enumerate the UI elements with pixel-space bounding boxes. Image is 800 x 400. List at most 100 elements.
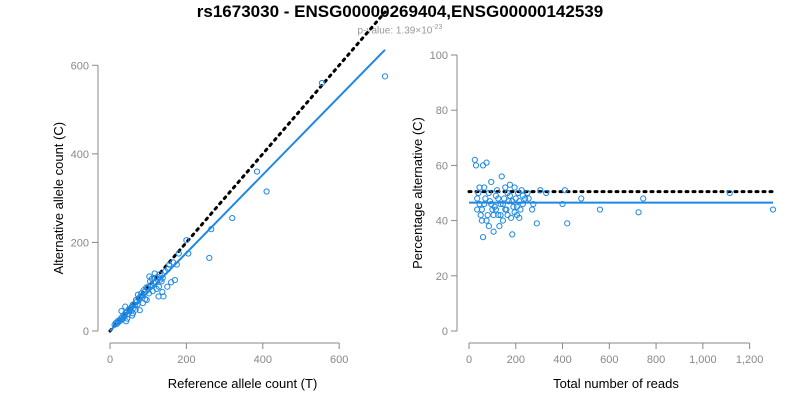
data-point: [474, 206, 481, 213]
data-point: [183, 237, 190, 244]
x-tick-label: 0: [466, 354, 472, 366]
data-point: [726, 189, 733, 197]
data-point: [145, 283, 152, 290]
y-tick-label: 600: [71, 60, 89, 72]
data-point: [151, 274, 159, 281]
data-point: [488, 200, 495, 208]
y-tick-label: 200: [71, 237, 89, 249]
y-tick-label: 100: [430, 50, 448, 62]
data-point: [492, 206, 499, 213]
pvalue-exponent: -23: [432, 24, 443, 31]
data-point: [155, 293, 162, 300]
data-point: [769, 206, 777, 213]
x-tick-label: 400: [254, 354, 272, 366]
data-point: [509, 231, 516, 238]
data-point: [475, 189, 482, 197]
data-point: [159, 288, 166, 296]
y-tick-label: 60: [436, 160, 448, 172]
x-tick-label: 400: [553, 354, 571, 366]
data-point: [146, 273, 153, 280]
data-point: [499, 217, 507, 224]
data-point: [490, 211, 497, 219]
data-point: [143, 296, 150, 304]
data-point: [155, 283, 162, 290]
data-point: [263, 188, 270, 195]
data-point: [476, 200, 483, 208]
data-point: [530, 200, 537, 208]
data-point: [507, 214, 515, 221]
data-point: [482, 195, 489, 202]
data-point: [537, 187, 544, 194]
data-point: [504, 211, 511, 219]
data-point: [120, 314, 127, 321]
data-point: [171, 276, 179, 284]
data-point: [499, 200, 507, 208]
y-tick-label: 80: [436, 105, 448, 117]
data-point: [510, 203, 517, 210]
data-point: [509, 198, 516, 205]
data-point: [511, 209, 518, 216]
data-point: [498, 173, 505, 180]
data-point: [561, 187, 568, 194]
reference-line: [108, 10, 387, 333]
y-tick-label: 20: [436, 271, 448, 283]
data-point: [477, 211, 484, 219]
data-point: [479, 162, 487, 169]
data-point: [139, 300, 146, 307]
data-point: [493, 187, 501, 194]
data-point: [564, 220, 571, 227]
data-point: [318, 79, 326, 87]
chart-1: 0 200 400 600 0 200 400 600 Reference allele cou…: [51, 10, 389, 391]
data-point: [578, 195, 585, 202]
data-point: [481, 184, 488, 191]
x-axis-title: Reference allele count (T): [168, 376, 318, 391]
data-point: [486, 198, 494, 205]
data-point: [518, 187, 525, 194]
data-point: [485, 223, 492, 230]
data-point: [483, 217, 490, 224]
data-point: [478, 206, 485, 213]
data-point: [129, 310, 137, 317]
x-axis-title: Total number of reads: [553, 376, 679, 391]
data-point: [640, 195, 647, 202]
data-point: [483, 159, 490, 166]
data-point: [533, 220, 540, 227]
data-point: [134, 291, 141, 298]
data-point: [490, 228, 497, 235]
data-point: [516, 214, 523, 221]
data-point: [136, 307, 143, 314]
data-point: [517, 206, 524, 213]
data-point: [253, 168, 261, 175]
y-axis-title: Percentage alternative (C): [410, 117, 425, 269]
x-tick-label: 200: [177, 354, 195, 366]
data-point: [122, 303, 129, 310]
y-tick-label: 40: [436, 216, 448, 228]
data-point: [529, 206, 536, 213]
data-point: [164, 283, 171, 290]
x-tick-label: 0: [107, 354, 113, 366]
y-tick-label: 0: [83, 326, 89, 338]
data-point: [559, 200, 566, 208]
data-point: [497, 211, 504, 219]
data-point: [206, 254, 213, 262]
data-point: [506, 181, 514, 188]
y-axis-title: Alternative allele count (C): [51, 122, 66, 274]
chart-title: rs1673030 - ENSG00000269404,ENSG00000142…: [196, 2, 604, 21]
data-point: [519, 192, 526, 199]
data-point: [519, 200, 526, 208]
data-point: [496, 223, 503, 230]
x-tick-label: 200: [507, 354, 525, 366]
data-point: [485, 189, 492, 197]
data-point: [495, 211, 502, 219]
data-point: [478, 217, 485, 224]
data-point: [506, 192, 514, 199]
chart-2: 0 20 40 60 80 100 0 200 400 600 800 1,000 1,200 Total…: [410, 50, 777, 391]
chart-subtitle: p-value: 1.39×10-23: [0, 24, 800, 36]
data-point: [229, 214, 236, 222]
x-tick-label: 800: [647, 354, 665, 366]
x-tick-label: 1,000: [689, 354, 717, 366]
data-point: [500, 195, 508, 202]
data-point: [525, 195, 532, 202]
data-point: [511, 184, 518, 191]
